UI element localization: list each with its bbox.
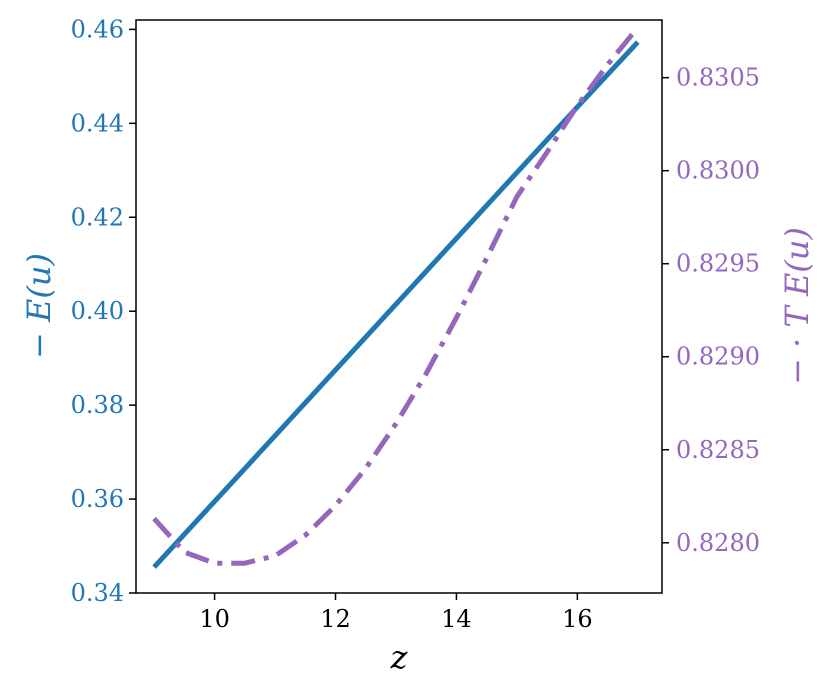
series-line-right: [152, 25, 640, 566]
right-y-tick-label: 0.8300: [676, 157, 760, 185]
right-y-tick-label: 0.8290: [676, 343, 760, 371]
series-line-left: [152, 40, 640, 569]
x-axis-label: z: [390, 638, 409, 676]
left-y-axis-label: − E(u): [20, 253, 58, 359]
plot-frame: [135, 19, 663, 594]
left-y-tick-label: 0.40: [71, 297, 124, 325]
x-tick-label: 16: [562, 605, 593, 633]
left-y-tick-label: 0.34: [71, 579, 124, 607]
left-y-tick-label: 0.42: [71, 203, 124, 231]
right-y-tick-label: 0.8305: [676, 64, 760, 92]
x-tick-label: 12: [320, 605, 351, 633]
x-tick-label: 10: [199, 605, 230, 633]
axis-ticks: 10 12 14 16 0.34 0.36 0.38 0.40 0.42 0.44 0.46 0.82…: [71, 15, 760, 633]
right-y-tick-label: 0.8280: [676, 529, 760, 557]
left-y-tick-label: 0.44: [71, 109, 124, 137]
left-y-tick-label: 0.38: [71, 391, 124, 419]
right-y-tick-label: 0.8295: [676, 250, 760, 278]
right-y-tick-label: 0.8285: [676, 436, 760, 464]
x-tick-label: 14: [441, 605, 472, 633]
left-y-tick-label: 0.46: [71, 15, 124, 43]
plot-marks: [152, 25, 640, 569]
right-y-axis-label: − · T E(u): [778, 227, 816, 385]
left-y-tick-label: 0.36: [71, 485, 124, 513]
